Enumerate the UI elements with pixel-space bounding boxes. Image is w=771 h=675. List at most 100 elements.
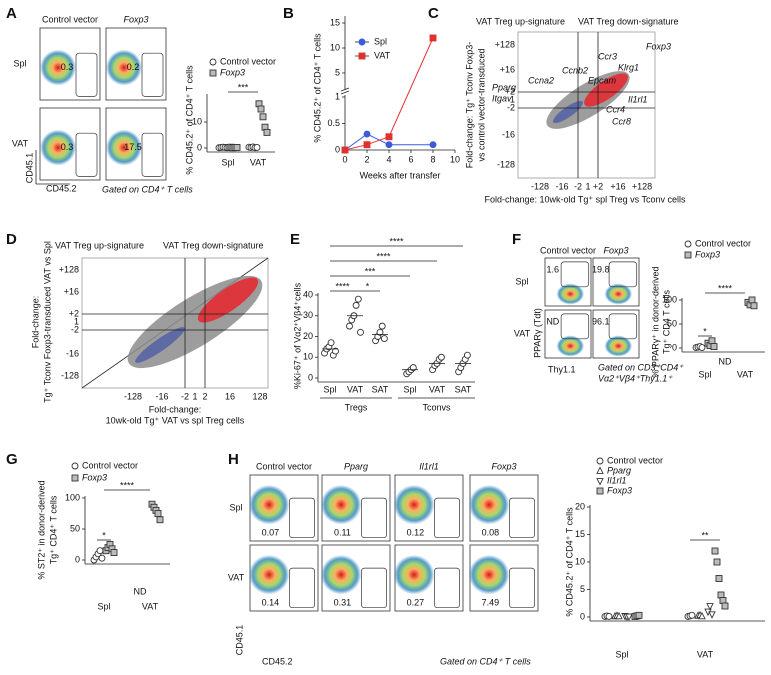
column-header: Il1rl1: [419, 461, 439, 471]
significance: **: [701, 530, 709, 540]
gate: [361, 497, 387, 539]
x-axis-label: Fold-change:: [149, 404, 202, 414]
y-tick-label: +2: [69, 308, 79, 318]
y-tick-label: +2: [505, 86, 515, 96]
data-point: [715, 575, 723, 582]
x-tick-label: VAT: [737, 369, 754, 379]
x-tick-label: -16: [155, 391, 168, 401]
x-tick-label: 10: [450, 154, 460, 164]
gene-label: Ccr8: [612, 116, 631, 126]
signature-label: VAT Treg up-signature: [476, 16, 565, 26]
y-tick-label: 10: [330, 42, 340, 52]
axis-break: [340, 90, 350, 95]
data-point: [708, 337, 716, 345]
x-axis-label: Thy1.1: [548, 364, 576, 374]
data-point: [259, 113, 267, 121]
x-axis-label: Fold-change: 10wk-old Tg⁺ spl Treg vs Tc…: [484, 194, 686, 204]
column-header: Control vector: [42, 14, 98, 24]
legend-label: Spl: [374, 36, 387, 46]
significance: *: [366, 281, 370, 291]
y-axis-label: PPARγ (Tdt): [532, 308, 542, 358]
cell-density: [604, 335, 633, 357]
significance: *: [102, 530, 106, 540]
column-header: Pparg: [344, 461, 368, 471]
y-tick-label: 10: [303, 352, 313, 362]
data-point: [363, 130, 371, 138]
significance: ****: [718, 283, 733, 293]
data-point: [354, 295, 362, 303]
legend-label: Foxp3: [695, 249, 720, 259]
y-axis-label: Fold-change:: [30, 296, 40, 349]
legend-marker: [209, 58, 217, 66]
column-header: Control vector: [540, 245, 596, 255]
data-point: [110, 549, 118, 557]
y-tick-label: 1: [510, 94, 515, 104]
y-tick-label: +16: [64, 286, 79, 296]
gate: [560, 313, 590, 340]
y-tick-label: 50: [70, 523, 80, 533]
cell-density: [604, 283, 633, 305]
y-axis-label: % CD45.2⁺ of CD4⁺ T cells: [184, 65, 194, 175]
panel-label: B: [283, 5, 294, 22]
x-tick-label: -16: [555, 181, 568, 191]
gene-label: Ccr3: [598, 51, 617, 61]
gene-label: Klrg1: [618, 62, 639, 72]
data-point: [721, 602, 729, 610]
gate: [141, 52, 164, 97]
gene-label: Foxp3: [646, 41, 671, 51]
data-point: [327, 339, 335, 347]
y-tick-label: 0: [580, 611, 585, 621]
gene-label: Pparg: [492, 82, 516, 92]
legend-label: Foxp3: [82, 472, 107, 482]
x-tick-label: Spl: [698, 369, 711, 379]
data-point: [429, 141, 437, 149]
data-point: [257, 105, 265, 113]
data-point: [96, 547, 104, 555]
panel-label: C: [428, 5, 439, 22]
y-axis-label: Fold-change: Tg⁺ Tconv Foxp3-: [464, 42, 474, 168]
cell-density: [468, 484, 510, 525]
data-point: [376, 328, 384, 336]
data-point: [363, 141, 371, 149]
y-tick-label: -2: [71, 324, 79, 334]
x-tick-label: 1: [192, 391, 197, 401]
data-point: [378, 322, 386, 330]
gate-percent: 0.31: [334, 597, 352, 607]
panel-label: E: [290, 231, 300, 248]
gating-note: Gated on CD3⁺CD4⁺: [598, 362, 684, 372]
not-detected: ND: [719, 356, 732, 366]
y-axis-label: Tg⁺ CD4⁺ T cells: [48, 495, 58, 564]
data-point: [154, 510, 162, 517]
data-point: [625, 613, 633, 622]
y-tick-label: 100: [662, 294, 677, 304]
y-tick-label: 20: [303, 331, 313, 341]
gate: [75, 52, 98, 97]
significance: *: [703, 326, 707, 336]
legend-marker: [596, 487, 604, 495]
data-point: [635, 611, 643, 619]
gate-percent: 0.2: [127, 62, 140, 72]
axis-break: [340, 87, 350, 92]
gate: [289, 567, 315, 609]
down-signature-genes: [135, 327, 185, 363]
gate-percent: 96.1: [592, 316, 610, 326]
significance: ***: [238, 82, 249, 92]
x-tick-label: 16: [225, 391, 235, 401]
cell-density: [468, 554, 510, 595]
x-tick-label: Spl: [403, 384, 416, 394]
gene-label: Epcam: [588, 75, 617, 85]
group-label: Tconvs: [422, 402, 451, 412]
legend-label: Il1rl1: [607, 475, 627, 485]
y-tick-label: 0: [672, 342, 677, 352]
data-point: [748, 296, 756, 304]
cell-density: [320, 484, 362, 525]
y-axis-label: % PPARγ⁺ in donor-derived: [650, 266, 660, 377]
panel-label: A: [6, 5, 17, 22]
y-axis-label: Tg⁺ Tconv Foxp3-transduced VAT vs Spl: [42, 241, 52, 403]
row-label: Spl: [515, 276, 528, 286]
y-axis-label: vs control vector-transduced: [476, 48, 486, 161]
data-point: [332, 347, 339, 355]
gate-percent: 0.14: [262, 597, 280, 607]
x-axis-label: 10wk-old Tg⁺ VAT vs spl Treg cells: [106, 415, 245, 425]
